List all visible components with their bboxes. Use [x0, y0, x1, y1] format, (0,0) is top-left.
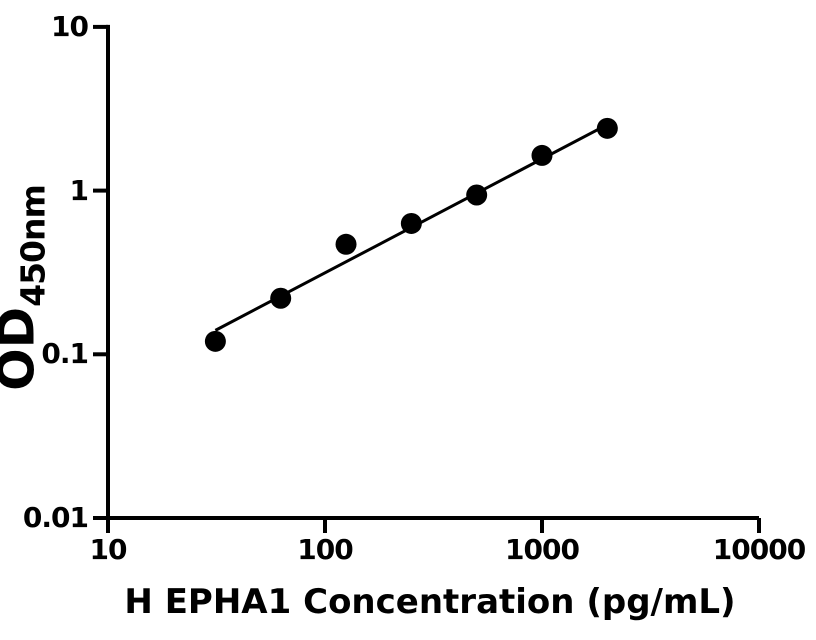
- data-point: [596, 117, 618, 139]
- axis-spines: [106, 24, 759, 520]
- x-tick-label: 100: [297, 533, 353, 566]
- data-point: [204, 330, 226, 352]
- x-tick-label: 10000: [712, 533, 806, 566]
- data-point: [400, 212, 422, 234]
- y-tick-label: 0.1: [41, 337, 89, 371]
- data-point: [531, 144, 553, 166]
- y-tick-label: 10: [51, 9, 89, 43]
- x-tick-label: 10: [89, 533, 128, 566]
- data-point: [335, 233, 357, 255]
- y-tick-label: 0.01: [22, 501, 89, 534]
- y-tick-label: 1: [69, 173, 89, 207]
- x-axis-title: H EPHA1 Concentration (pg/mL): [124, 582, 736, 622]
- data-point: [466, 184, 488, 206]
- x-tick-label: 1000: [505, 533, 580, 566]
- data-point: [270, 287, 292, 309]
